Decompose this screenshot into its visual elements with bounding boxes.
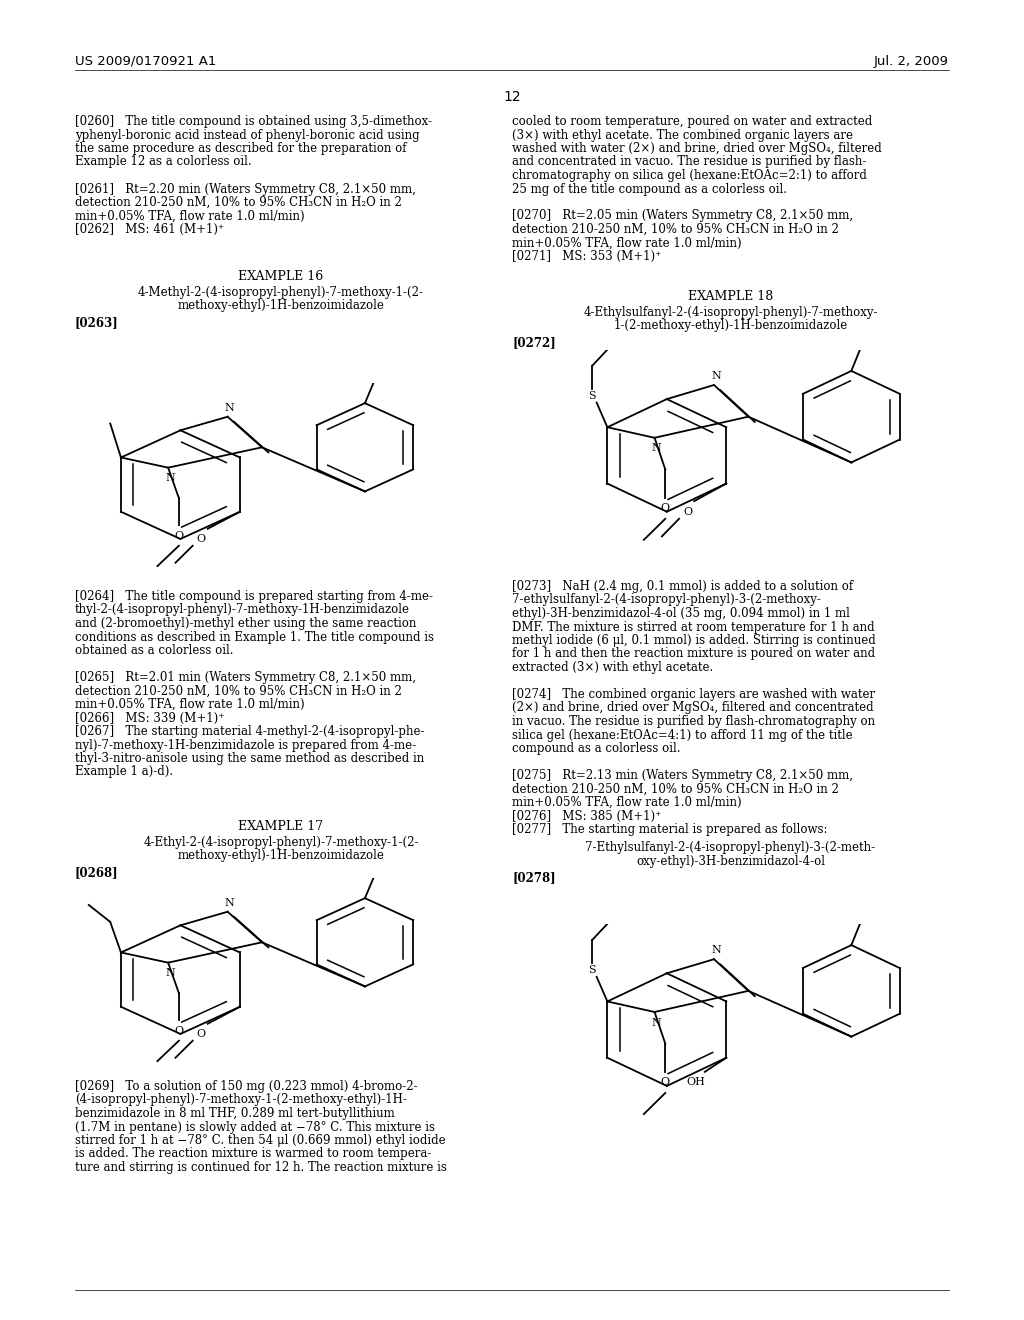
- Text: S: S: [589, 965, 596, 974]
- Text: compound as a colorless oil.: compound as a colorless oil.: [512, 742, 681, 755]
- Text: N: N: [712, 371, 721, 381]
- Text: detection 210-250 nM, 10% to 95% CH₃CN in H₂O in 2: detection 210-250 nM, 10% to 95% CH₃CN i…: [512, 223, 839, 236]
- Text: [0278]: [0278]: [512, 871, 556, 884]
- Text: 12: 12: [503, 90, 521, 104]
- Text: [0268]: [0268]: [75, 866, 119, 879]
- Text: 7-Ethylsulfanyl-2-(4-isopropyl-phenyl)-3-(2-meth-: 7-Ethylsulfanyl-2-(4-isopropyl-phenyl)-3…: [586, 842, 876, 854]
- Text: [0275]   Rt=2.13 min (Waters Symmetry C8, 2.1×50 mm,: [0275] Rt=2.13 min (Waters Symmetry C8, …: [512, 770, 853, 781]
- Text: min+0.05% TFA, flow rate 1.0 ml/min): min+0.05% TFA, flow rate 1.0 ml/min): [75, 698, 304, 711]
- Text: benzimidazole in 8 ml THF, 0.289 ml tert-butyllithium: benzimidazole in 8 ml THF, 0.289 ml tert…: [75, 1107, 394, 1119]
- Text: min+0.05% TFA, flow rate 1.0 ml/min): min+0.05% TFA, flow rate 1.0 ml/min): [75, 210, 304, 223]
- Text: S: S: [589, 391, 596, 400]
- Text: 7-ethylsulfanyl-2-(4-isopropyl-phenyl)-3-(2-methoxy-: 7-ethylsulfanyl-2-(4-isopropyl-phenyl)-3…: [512, 594, 821, 606]
- Text: 25 mg of the title compound as a colorless oil.: 25 mg of the title compound as a colorle…: [512, 182, 787, 195]
- Text: EXAMPLE 16: EXAMPLE 16: [239, 271, 324, 282]
- Text: methyl iodide (6 μl, 0.1 mmol) is added. Stirring is continued: methyl iodide (6 μl, 0.1 mmol) is added.…: [512, 634, 876, 647]
- Text: thyl-3-nitro-anisole using the same method as described in: thyl-3-nitro-anisole using the same meth…: [75, 752, 424, 766]
- Text: [0267]   The starting material 4-methyl-2-(4-isopropyl-phe-: [0267] The starting material 4-methyl-2-…: [75, 725, 425, 738]
- Text: methoxy-ethyl)-1H-benzoimidazole: methoxy-ethyl)-1H-benzoimidazole: [177, 849, 384, 862]
- Text: silica gel (hexane:EtOAc=4:1) to afford 11 mg of the title: silica gel (hexane:EtOAc=4:1) to afford …: [512, 729, 853, 742]
- Text: oxy-ethyl)-3H-benzimidazol-4-ol: oxy-ethyl)-3H-benzimidazol-4-ol: [636, 854, 825, 867]
- Text: [0265]   Rt=2.01 min (Waters Symmetry C8, 2.1×50 mm,: [0265] Rt=2.01 min (Waters Symmetry C8, …: [75, 671, 416, 684]
- Text: N: N: [712, 945, 721, 956]
- Text: (4-isopropyl-phenyl)-7-methoxy-1-(2-methoxy-ethyl)-1H-: (4-isopropyl-phenyl)-7-methoxy-1-(2-meth…: [75, 1093, 407, 1106]
- Text: O: O: [174, 1026, 183, 1036]
- Text: [0264]   The title compound is prepared starting from 4-me-: [0264] The title compound is prepared st…: [75, 590, 433, 603]
- Text: O: O: [660, 503, 670, 513]
- Text: 4-Ethyl-2-(4-isopropyl-phenyl)-7-methoxy-1-(2-: 4-Ethyl-2-(4-isopropyl-phenyl)-7-methoxy…: [143, 836, 419, 849]
- Text: [0269]   To a solution of 150 mg (0.223 mmol) 4-bromo-2-: [0269] To a solution of 150 mg (0.223 mm…: [75, 1080, 418, 1093]
- Text: (1.7M in pentane) is slowly added at −78° C. This mixture is: (1.7M in pentane) is slowly added at −78…: [75, 1121, 435, 1134]
- Text: extracted (3×) with ethyl acetate.: extracted (3×) with ethyl acetate.: [512, 661, 714, 675]
- Text: [0272]: [0272]: [512, 337, 556, 348]
- Text: OH: OH: [687, 1077, 706, 1088]
- Text: methoxy-ethyl)-1H-benzoimidazole: methoxy-ethyl)-1H-benzoimidazole: [177, 300, 384, 312]
- Text: EXAMPLE 18: EXAMPLE 18: [688, 290, 773, 304]
- Text: min+0.05% TFA, flow rate 1.0 ml/min): min+0.05% TFA, flow rate 1.0 ml/min): [512, 796, 741, 809]
- Text: (3×) with ethyl acetate. The combined organic layers are: (3×) with ethyl acetate. The combined or…: [512, 128, 853, 141]
- Text: O: O: [174, 531, 183, 541]
- Text: washed with water (2×) and brine, dried over MgSO₄, filtered: washed with water (2×) and brine, dried …: [512, 143, 882, 154]
- Text: EXAMPLE 17: EXAMPLE 17: [239, 820, 324, 833]
- Text: detection 210-250 nM, 10% to 95% CH₃CN in H₂O in 2: detection 210-250 nM, 10% to 95% CH₃CN i…: [75, 195, 401, 209]
- Text: O: O: [197, 1028, 206, 1039]
- Text: [0262]   MS: 461 (M+1)⁺: [0262] MS: 461 (M+1)⁺: [75, 223, 224, 236]
- Text: [0274]   The combined organic layers are washed with water: [0274] The combined organic layers are w…: [512, 688, 876, 701]
- Text: N: N: [652, 1018, 662, 1027]
- Text: detection 210-250 nM, 10% to 95% CH₃CN in H₂O in 2: detection 210-250 nM, 10% to 95% CH₃CN i…: [75, 685, 401, 697]
- Text: [0277]   The starting material is prepared as follows:: [0277] The starting material is prepared…: [512, 822, 827, 836]
- Text: [0270]   Rt=2.05 min (Waters Symmetry C8, 2.1×50 mm,: [0270] Rt=2.05 min (Waters Symmetry C8, …: [512, 210, 853, 223]
- Text: the same procedure as described for the preparation of: the same procedure as described for the …: [75, 143, 407, 154]
- Text: nyl)-7-methoxy-1H-benzimidazole is prepared from 4-me-: nyl)-7-methoxy-1H-benzimidazole is prepa…: [75, 738, 416, 751]
- Text: N: N: [225, 403, 234, 413]
- Text: N: N: [166, 968, 175, 978]
- Text: O: O: [197, 533, 206, 544]
- Text: N: N: [225, 898, 234, 908]
- Text: [0260]   The title compound is obtained using 3,5-dimethox-: [0260] The title compound is obtained us…: [75, 115, 432, 128]
- Text: stirred for 1 h at −78° C. then 54 μl (0.669 mmol) ethyl iodide: stirred for 1 h at −78° C. then 54 μl (0…: [75, 1134, 445, 1147]
- Text: 4-Methyl-2-(4-isopropyl-phenyl)-7-methoxy-1-(2-: 4-Methyl-2-(4-isopropyl-phenyl)-7-methox…: [138, 286, 424, 300]
- Text: US 2009/0170921 A1: US 2009/0170921 A1: [75, 55, 216, 69]
- Text: ethyl)-3H-benzimidazol-4-ol (35 mg, 0.094 mmol) in 1 ml: ethyl)-3H-benzimidazol-4-ol (35 mg, 0.09…: [512, 607, 850, 620]
- Text: and (2-bromoethyl)-methyl ether using the same reaction: and (2-bromoethyl)-methyl ether using th…: [75, 616, 417, 630]
- Text: O: O: [683, 507, 692, 516]
- Text: [0261]   Rt=2.20 min (Waters Symmetry C8, 2.1×50 mm,: [0261] Rt=2.20 min (Waters Symmetry C8, …: [75, 182, 416, 195]
- Text: [0276]   MS: 385 (M+1)⁺: [0276] MS: 385 (M+1)⁺: [512, 809, 662, 822]
- Text: min+0.05% TFA, flow rate 1.0 ml/min): min+0.05% TFA, flow rate 1.0 ml/min): [512, 236, 741, 249]
- Text: yphenyl-boronic acid instead of phenyl-boronic acid using: yphenyl-boronic acid instead of phenyl-b…: [75, 128, 420, 141]
- Text: DMF. The mixture is stirred at room temperature for 1 h and: DMF. The mixture is stirred at room temp…: [512, 620, 874, 634]
- Text: 1-(2-methoxy-ethyl)-1H-benzoimidazole: 1-(2-methoxy-ethyl)-1H-benzoimidazole: [613, 319, 848, 333]
- Text: chromatography on silica gel (hexane:EtOAc=2:1) to afford: chromatography on silica gel (hexane:EtO…: [512, 169, 867, 182]
- Text: in vacuo. The residue is purified by flash-chromatography on: in vacuo. The residue is purified by fla…: [512, 715, 876, 729]
- Text: [0273]   NaH (2.4 mg, 0.1 mmol) is added to a solution of: [0273] NaH (2.4 mg, 0.1 mmol) is added t…: [512, 579, 853, 593]
- Text: Example 12 as a colorless oil.: Example 12 as a colorless oil.: [75, 156, 252, 169]
- Text: (2×) and brine, dried over MgSO₄, filtered and concentrated: (2×) and brine, dried over MgSO₄, filter…: [512, 701, 873, 714]
- Text: is added. The reaction mixture is warmed to room tempera-: is added. The reaction mixture is warmed…: [75, 1147, 431, 1160]
- Text: ture and stirring is continued for 12 h. The reaction mixture is: ture and stirring is continued for 12 h.…: [75, 1162, 446, 1173]
- Text: obtained as a colorless oil.: obtained as a colorless oil.: [75, 644, 233, 657]
- Text: N: N: [652, 444, 662, 453]
- Text: conditions as described in Example 1. The title compound is: conditions as described in Example 1. Th…: [75, 631, 434, 644]
- Text: thyl-2-(4-isopropyl-phenyl)-7-methoxy-1H-benzimidazole: thyl-2-(4-isopropyl-phenyl)-7-methoxy-1H…: [75, 603, 410, 616]
- Text: N: N: [166, 473, 175, 483]
- Text: [0271]   MS: 353 (M+1)⁺: [0271] MS: 353 (M+1)⁺: [512, 249, 662, 263]
- Text: cooled to room temperature, poured on water and extracted: cooled to room temperature, poured on wa…: [512, 115, 872, 128]
- Text: detection 210-250 nM, 10% to 95% CH₃CN in H₂O in 2: detection 210-250 nM, 10% to 95% CH₃CN i…: [512, 783, 839, 796]
- Text: Example 1 a)-d).: Example 1 a)-d).: [75, 766, 173, 779]
- Text: and concentrated in vacuo. The residue is purified by flash-: and concentrated in vacuo. The residue i…: [512, 156, 866, 169]
- Text: O: O: [660, 1077, 670, 1088]
- Text: for 1 h and then the reaction mixture is poured on water and: for 1 h and then the reaction mixture is…: [512, 648, 876, 660]
- Text: Jul. 2, 2009: Jul. 2, 2009: [874, 55, 949, 69]
- Text: 4-Ethylsulfanyl-2-(4-isopropyl-phenyl)-7-methoxy-: 4-Ethylsulfanyl-2-(4-isopropyl-phenyl)-7…: [584, 306, 878, 319]
- Text: [0266]   MS: 339 (M+1)⁺: [0266] MS: 339 (M+1)⁺: [75, 711, 224, 725]
- Text: [0263]: [0263]: [75, 315, 119, 329]
